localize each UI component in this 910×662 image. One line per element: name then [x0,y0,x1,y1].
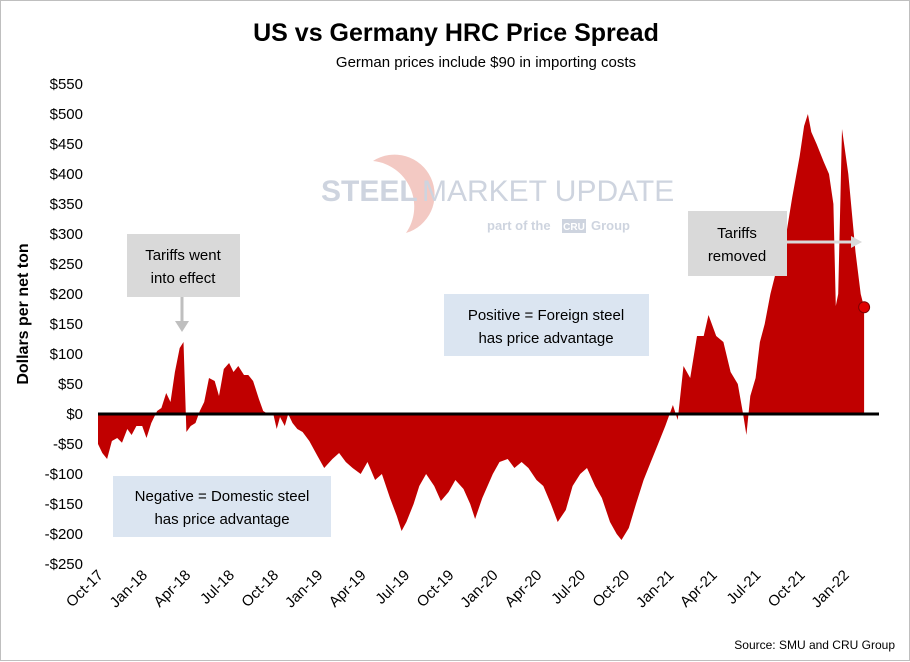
watermark-tagline-post: Group [591,218,630,233]
arrow-down-icon [175,321,189,332]
watermark-cru-badge [562,219,586,233]
annotation-positive: Positive = Foreign steel has price advan… [444,294,649,356]
annotation-positive-line2: has price advantage [478,330,613,347]
y-tick-label: $200 [50,286,83,303]
watermark-brand-thin: MARKET UPDATE [422,175,674,208]
area-series [98,114,865,540]
y-tick-label: -$100 [45,466,83,483]
annotation-positive-line1: Positive = Foreign steel [468,307,624,324]
x-tick-label: Oct-18 [238,567,282,611]
annotation-tariffs-off-line1: Tariffs [717,225,757,242]
y-tick-label: $350 [50,196,83,213]
y-tick-label: $400 [50,166,83,183]
y-axis-label: Dollars per net ton [15,243,32,384]
annotation-negative-line1: Negative = Domestic steel [135,488,310,505]
chart-title: US vs Germany HRC Price Spread [253,19,659,47]
x-axis: Oct-17 Jan-18 Apr-18 Jul-18 Oct-18 Jan-19 Apr-… [63,567,853,611]
x-tick-label: Jul-20 [548,567,589,608]
end-point-marker [858,301,871,314]
watermark-logo: STEEL MARKET UPDATE part of the CRU Grou… [321,154,674,233]
x-tick-label: Apr-18 [150,567,194,611]
y-tick-label: -$150 [45,496,83,513]
x-tick-label: Jan-22 [808,567,852,611]
x-tick-label: Jul-19 [372,567,413,608]
x-tick-label: Oct-19 [414,567,458,611]
x-tick-label: Apr-21 [677,567,721,611]
y-tick-label: -$50 [53,436,83,453]
arrow-right-icon [851,236,862,248]
x-tick-label: Jan-18 [107,567,151,611]
x-tick-label: Jul-21 [723,567,764,608]
y-tick-label: $150 [50,316,83,333]
y-tick-label: -$200 [45,526,83,543]
watermark-tagline-logo: CRU [563,222,585,233]
watermark-tagline-pre: part of the [487,218,551,233]
y-tick-label: $450 [50,136,83,153]
annotation-tariffs-off: Tariffs removed [688,211,862,276]
y-tick-label: -$250 [45,556,83,573]
annotation-tariffs-on: Tariffs went into effect [127,234,240,332]
y-tick-label: $100 [50,346,83,363]
chart-subtitle: German prices include $90 in importing c… [336,54,636,71]
x-tick-label: Oct-20 [589,567,633,611]
x-tick-label: Jul-18 [197,567,238,608]
annotation-negative-line2: has price advantage [154,511,289,528]
y-tick-label: $0 [66,406,83,423]
annotation-tariffs-off-line2: removed [708,248,766,265]
y-tick-label: $50 [58,376,83,393]
annotation-positive-box [444,294,649,356]
annotation-tariffs-on-line2: into effect [151,270,217,287]
source-note: Source: SMU and CRU Group [734,638,895,652]
annotation-tariffs-off-box [688,211,787,276]
y-tick-label: $500 [50,106,83,123]
annotation-negative: Negative = Domestic steel has price adva… [113,476,331,537]
y-axis: $550 $500 $450 $400 $350 $300 $250 $200 $150 $100… [45,76,83,573]
y-tick-label: $300 [50,226,83,243]
x-tick-label: Apr-20 [501,567,545,611]
annotation-tariffs-on-box [127,234,240,297]
watermark-brand-bold: STEEL [321,175,418,208]
y-tick-label: $250 [50,256,83,273]
x-tick-label: Jan-19 [282,567,326,611]
x-tick-label: Oct-21 [765,567,809,611]
watermark-swoosh-icon [373,154,435,233]
x-tick-label: Jan-21 [633,567,677,611]
spread-area [98,114,865,540]
x-tick-label: Jan-20 [457,567,501,611]
annotation-tariffs-on-line1: Tariffs went [145,247,221,264]
y-tick-label: $550 [50,76,83,93]
x-tick-label: Apr-19 [326,567,370,611]
annotation-negative-box [113,476,331,537]
x-tick-label: Oct-17 [63,567,107,611]
